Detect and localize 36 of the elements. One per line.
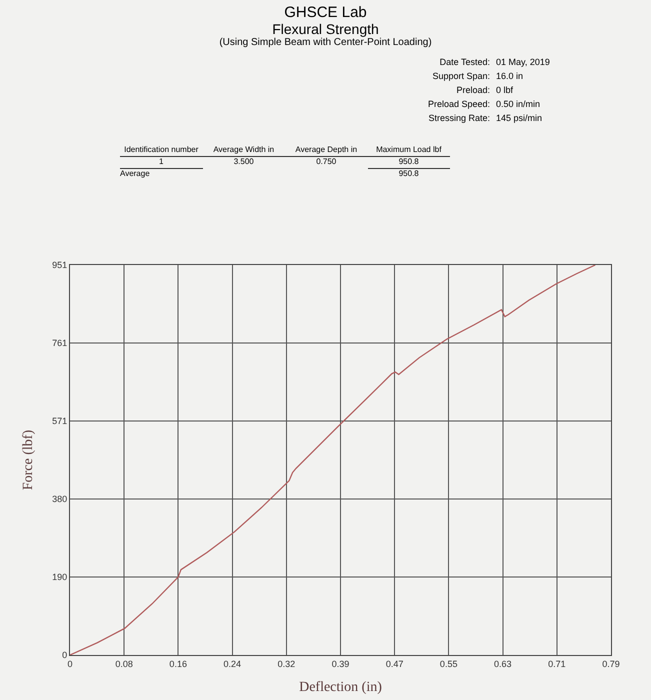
text: Maximum Load lbf — [375, 145, 442, 154]
x-tick-label: 0.32 — [278, 658, 296, 669]
text: Preload Speed: 0.50 in/min — [426, 98, 540, 111]
x-tick-label: 0.47 — [386, 658, 404, 669]
text: 1 — [120, 156, 202, 166]
y-tick-label: 761 — [52, 338, 68, 348]
text: 0.750 — [285, 156, 368, 166]
text: Stressing Rate: 145 psi/min — [427, 112, 542, 125]
y-tick-label: 571 — [52, 416, 68, 426]
text: (Using Simple Beam with Center-Point Loading) — [218, 37, 433, 49]
y-tick-label: 0 — [62, 650, 68, 660]
x-tick-label: 0.16 — [169, 658, 187, 669]
x-tick-label: 0.79 — [602, 658, 620, 669]
text: 950.8 — [368, 156, 450, 166]
y-axis-title: Force (lbf) — [21, 430, 36, 490]
x-tick-label: 0.55 — [440, 658, 458, 669]
text: Identification number — [123, 145, 200, 154]
text: Preload: 0 lbf — [455, 84, 514, 97]
y-tick-label: 380 — [52, 494, 68, 504]
text: Average — [120, 168, 202, 178]
x-axis-title: Deflection (in) — [299, 680, 382, 695]
y-tick-label: 951 — [52, 260, 68, 270]
chart-title: GHSCE Lab — [283, 4, 368, 22]
text: Average Depth in — [294, 145, 358, 154]
x-tick-label: 0.08 — [115, 658, 133, 669]
x-tick-label: 0.39 — [332, 658, 350, 669]
y-tick-label: 190 — [52, 572, 68, 582]
text: 3.500 — [202, 156, 285, 166]
text: Support Span: 16.0 in — [431, 70, 524, 83]
text: Date Tested: 01 May, 2019 — [438, 56, 550, 69]
x-tick-label: 0.71 — [548, 658, 566, 669]
chart-subtitle: Flexural Strength — [271, 21, 380, 38]
text: 950.8 — [368, 168, 450, 178]
x-tick-label: 0.63 — [494, 658, 512, 669]
x-tick-label: 0.24 — [224, 658, 242, 669]
text: Average Width in — [212, 145, 276, 154]
